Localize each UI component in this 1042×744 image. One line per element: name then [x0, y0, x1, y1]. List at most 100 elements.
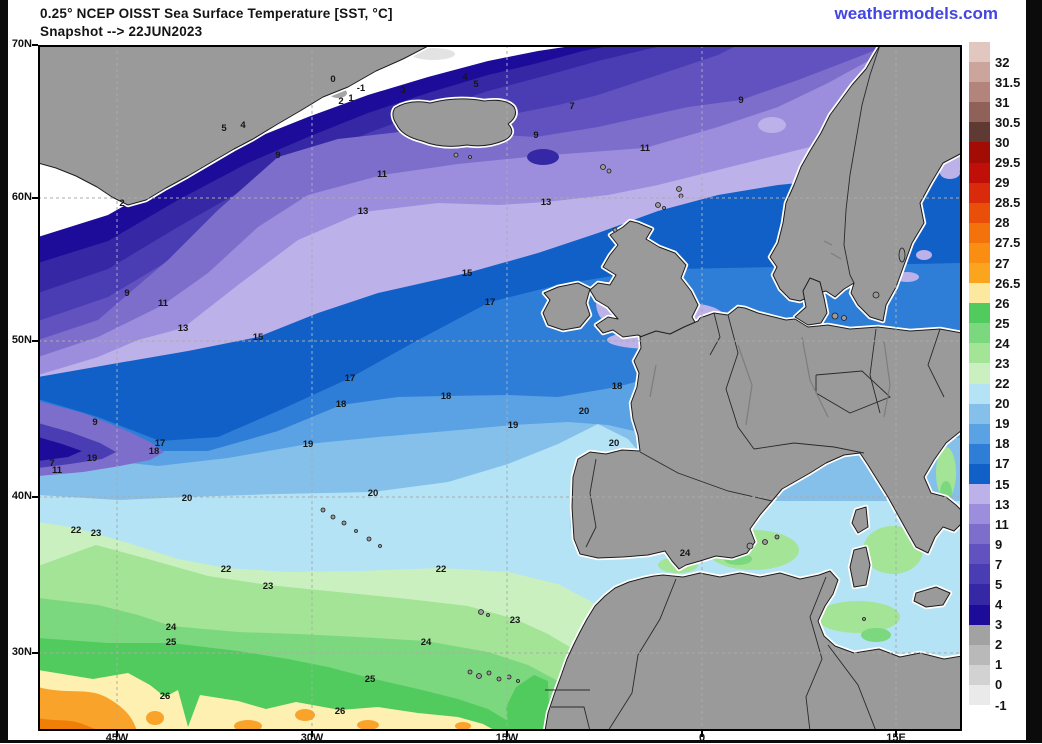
- contour-label: 24: [166, 622, 177, 633]
- contour-label: 25: [166, 637, 177, 648]
- landmass-ireland: [542, 282, 591, 331]
- longitude-tick: [116, 731, 118, 737]
- borders-layer: [545, 45, 945, 731]
- colorbar-segment: [969, 484, 990, 505]
- contour-label: 18: [336, 399, 347, 410]
- colorbar-segment: [969, 202, 990, 224]
- colorbar-segment: [969, 504, 990, 525]
- contour-label: 23: [510, 615, 521, 626]
- colorbar-tick-label: 7: [995, 556, 1003, 572]
- contour-label: 4: [462, 72, 468, 83]
- colorbar-tick-label: 13: [995, 496, 1010, 512]
- colorbar-segment: [969, 664, 990, 686]
- colorbar-tick-label: 3: [995, 617, 1003, 633]
- longitude-tick: [506, 731, 508, 737]
- sst-map: 0 -1 1 2 3 4 5 4 5 2 9 7 9 9 11 11 13 13 15 17 9 11 13 15 17 18 18…: [38, 45, 962, 731]
- contour-label: 25: [365, 674, 376, 685]
- colorbar-segment: [969, 443, 990, 465]
- colorbar-tick-label: 27: [995, 255, 1010, 271]
- colorbar-segment: [969, 423, 990, 445]
- contour-label: 13: [358, 206, 369, 217]
- brand-logo-text: weathermodels.com: [834, 4, 998, 23]
- contour-label: 19: [508, 420, 519, 431]
- contour-label: 22: [436, 564, 447, 575]
- colorbar-tick-label: 28.5: [995, 195, 1021, 211]
- contour-label: 9: [533, 130, 538, 141]
- contour-label: 22: [71, 525, 82, 536]
- contour-label: 13: [541, 197, 552, 208]
- left-black-border: [0, 0, 8, 743]
- colorbar-segment: [969, 363, 990, 385]
- colorbar-tick-label: 4: [995, 597, 1003, 613]
- colorbar-tick-label: 31: [995, 94, 1010, 110]
- sst-band-26-26.5: [38, 670, 962, 731]
- contour-label: 17: [155, 438, 166, 449]
- contour-label: 7: [49, 458, 54, 469]
- contour-label: 23: [263, 581, 274, 592]
- colorbar-segment: [969, 162, 990, 184]
- contour-label: 18: [441, 391, 452, 402]
- longitude-label: 0: [698, 732, 706, 744]
- longitude-label: 15W: [495, 732, 519, 744]
- contour-label: 15: [462, 268, 473, 279]
- longitude-tick: [311, 731, 313, 737]
- colorbar-tick-label: 26: [995, 295, 1010, 311]
- colorbar-tick-label: 15: [995, 476, 1010, 492]
- colorbar-tick-label: 26.5: [995, 275, 1021, 291]
- latitude-label: 50N: [11, 334, 32, 346]
- contour-label: -1: [357, 83, 366, 94]
- landmass-corsica: [851, 506, 869, 534]
- temperature-colorbar: [969, 42, 990, 706]
- contour-label: 9: [275, 150, 280, 161]
- colorbar-tick-label: 9: [995, 536, 1003, 552]
- colorbar-tick-label: 30: [995, 134, 1010, 150]
- contour-label: 20: [182, 493, 193, 504]
- longitude-label: 45W: [105, 732, 129, 744]
- colorbar-segment: [969, 142, 990, 164]
- latitude-label: 60N: [11, 191, 32, 203]
- contour-label: 9: [92, 417, 97, 428]
- colorbar-segment: [969, 42, 990, 63]
- colorbar-tick-label: 24: [995, 335, 1010, 351]
- colorbar-tick-label: 25: [995, 315, 1010, 331]
- landmass-denmark: [794, 277, 828, 326]
- contour-label: 26: [160, 691, 171, 702]
- contour-label: 7: [569, 101, 574, 112]
- contour-label: 15: [253, 332, 264, 343]
- map-title-line1: 0.25° NCEP OISST Sea Surface Temperature…: [40, 6, 393, 21]
- contour-label: 11: [52, 465, 63, 476]
- colorbar-segment: [969, 343, 990, 364]
- contour-label: 5: [221, 123, 227, 134]
- latitude-tick: [32, 340, 38, 342]
- latitude-tick: [32, 652, 38, 654]
- colorbar-segment: [969, 323, 990, 344]
- colorbar-tick-label: 5: [995, 576, 1003, 592]
- colorbar-tick-label: 11: [995, 516, 1009, 532]
- colorbar-segment: [969, 182, 990, 204]
- contour-label: 17: [485, 297, 496, 308]
- colorbar-tick-label: 22: [995, 376, 1010, 392]
- contour-label: 2: [338, 96, 343, 107]
- longitude-tick: [895, 731, 897, 737]
- colorbar-segment: [969, 644, 990, 666]
- right-black-border: [1026, 0, 1042, 743]
- contour-label: 11: [377, 169, 388, 180]
- contour-label: 2: [119, 198, 124, 209]
- colorbar-segment: [969, 82, 990, 103]
- colorbar-segment: [969, 463, 990, 485]
- contour-label: 5: [473, 79, 479, 90]
- colorbar-tick-label: 1: [995, 657, 1003, 673]
- colorbar-segment: [969, 584, 990, 606]
- colorbar-tick-label: 18: [995, 436, 1010, 452]
- colorbar-tick-label: 29: [995, 175, 1010, 191]
- longitude-tick: [701, 731, 703, 737]
- contour-label: 24: [680, 548, 691, 559]
- sst-map-canvas: 0-11234545297991111131315179111315171818…: [38, 45, 962, 731]
- colorbar-tick-label: 19: [995, 416, 1010, 432]
- colorbar-tick-label: 30.5: [995, 114, 1021, 130]
- colorbar-segment: [969, 62, 990, 83]
- colorbar-segment: [969, 303, 990, 324]
- colorbar-tick-label: 2: [995, 637, 1003, 653]
- colorbar-tick-label: 23: [995, 355, 1010, 371]
